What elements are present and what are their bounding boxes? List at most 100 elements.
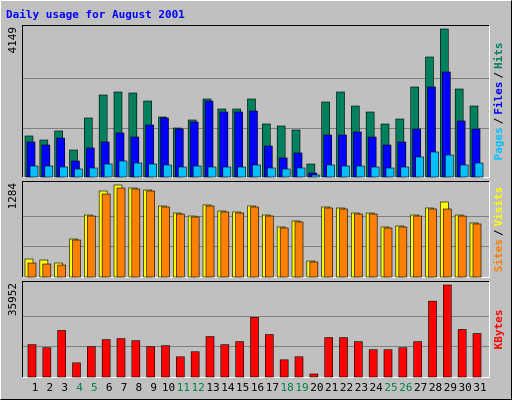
bar [27, 262, 37, 278]
bar [190, 351, 200, 378]
chart-title: Daily usage for August 2001 [6, 8, 185, 21]
bar [101, 339, 111, 378]
bar [265, 215, 274, 278]
bar [163, 164, 172, 178]
bar [400, 166, 410, 178]
x-tick-label: 20 [310, 381, 323, 394]
bar [341, 165, 350, 178]
x-tick-label: 18 [281, 381, 294, 394]
x-tick-label: 25 [384, 381, 397, 394]
bar [252, 164, 261, 178]
bar [428, 208, 437, 278]
bar [354, 213, 363, 278]
bar [383, 349, 393, 378]
bar [131, 188, 141, 278]
bar [89, 167, 98, 178]
bar [161, 206, 170, 278]
bar [311, 174, 321, 178]
bar [101, 193, 111, 278]
bar [116, 187, 126, 278]
bar [29, 165, 39, 178]
bar [413, 341, 422, 378]
x-tick-label: 4 [76, 381, 83, 394]
bar [339, 337, 348, 378]
bar [27, 344, 37, 378]
bar [445, 154, 454, 178]
x-tick-label: 11 [177, 381, 190, 394]
bar [443, 208, 452, 278]
bar [87, 346, 96, 378]
bar [220, 211, 230, 278]
bar [161, 345, 170, 378]
bar [294, 221, 304, 278]
x-tick-label: 2 [47, 381, 54, 394]
bar [472, 333, 482, 378]
x-tick-label: 9 [150, 381, 157, 394]
bar [42, 347, 52, 378]
x-tick-label: 5 [91, 381, 98, 394]
x-tick-label: 10 [162, 381, 175, 394]
x-tick-label: 19 [295, 381, 308, 394]
x-tick-label: 15 [236, 381, 249, 394]
bar [176, 356, 185, 378]
legend-entry: Sites [492, 239, 505, 272]
bar [324, 207, 333, 278]
x-tick-label: 27 [414, 381, 427, 394]
bar [279, 227, 289, 278]
x-tick-label: 8 [136, 381, 143, 394]
bar [459, 164, 469, 178]
bar [87, 215, 96, 278]
y-tick-label: 35952 [6, 283, 19, 316]
bar [457, 329, 467, 378]
bar [237, 166, 246, 178]
legend-entry: Pages [492, 127, 505, 160]
bar [72, 239, 81, 278]
x-tick-label: 22 [340, 381, 353, 394]
panel-border-light [22, 281, 490, 378]
bar [385, 167, 395, 178]
bar [44, 165, 54, 178]
x-tick-label: 16 [251, 381, 264, 394]
bar [205, 336, 215, 378]
legend-separator: / [492, 229, 505, 236]
bar [267, 167, 276, 178]
bar [281, 168, 291, 178]
panel-border-light [22, 181, 490, 278]
bar [74, 168, 83, 178]
bar [42, 263, 52, 278]
bar [309, 373, 319, 378]
bar [428, 300, 437, 378]
bar [57, 264, 66, 278]
legend: Pages / Files / Hits [492, 43, 505, 161]
bar [250, 317, 259, 378]
bar [103, 163, 113, 178]
bar [176, 213, 185, 278]
legend-entry: Hits [492, 43, 505, 70]
bar [265, 334, 274, 378]
bar [116, 338, 126, 378]
legend-entry: Visits [492, 187, 505, 227]
bar [205, 205, 215, 278]
legend-separator: / [492, 72, 505, 79]
bar [354, 341, 363, 378]
bar [235, 341, 244, 378]
bar [457, 215, 467, 278]
x-tick-label: 14 [221, 381, 235, 394]
bar [250, 206, 259, 278]
x-tick-label: 1 [32, 381, 39, 394]
x-tick-label: 12 [192, 381, 205, 394]
x-tick-label: 21 [325, 381, 338, 394]
bar [324, 337, 333, 378]
panel-border-dark [22, 281, 490, 378]
bar [192, 165, 202, 178]
bar [294, 356, 304, 378]
bar [443, 284, 452, 378]
bar [207, 166, 217, 178]
bar [146, 190, 155, 278]
bar [146, 346, 155, 378]
bar [368, 349, 378, 378]
bar [118, 160, 128, 178]
y-tick-label: 4149 [6, 27, 19, 54]
